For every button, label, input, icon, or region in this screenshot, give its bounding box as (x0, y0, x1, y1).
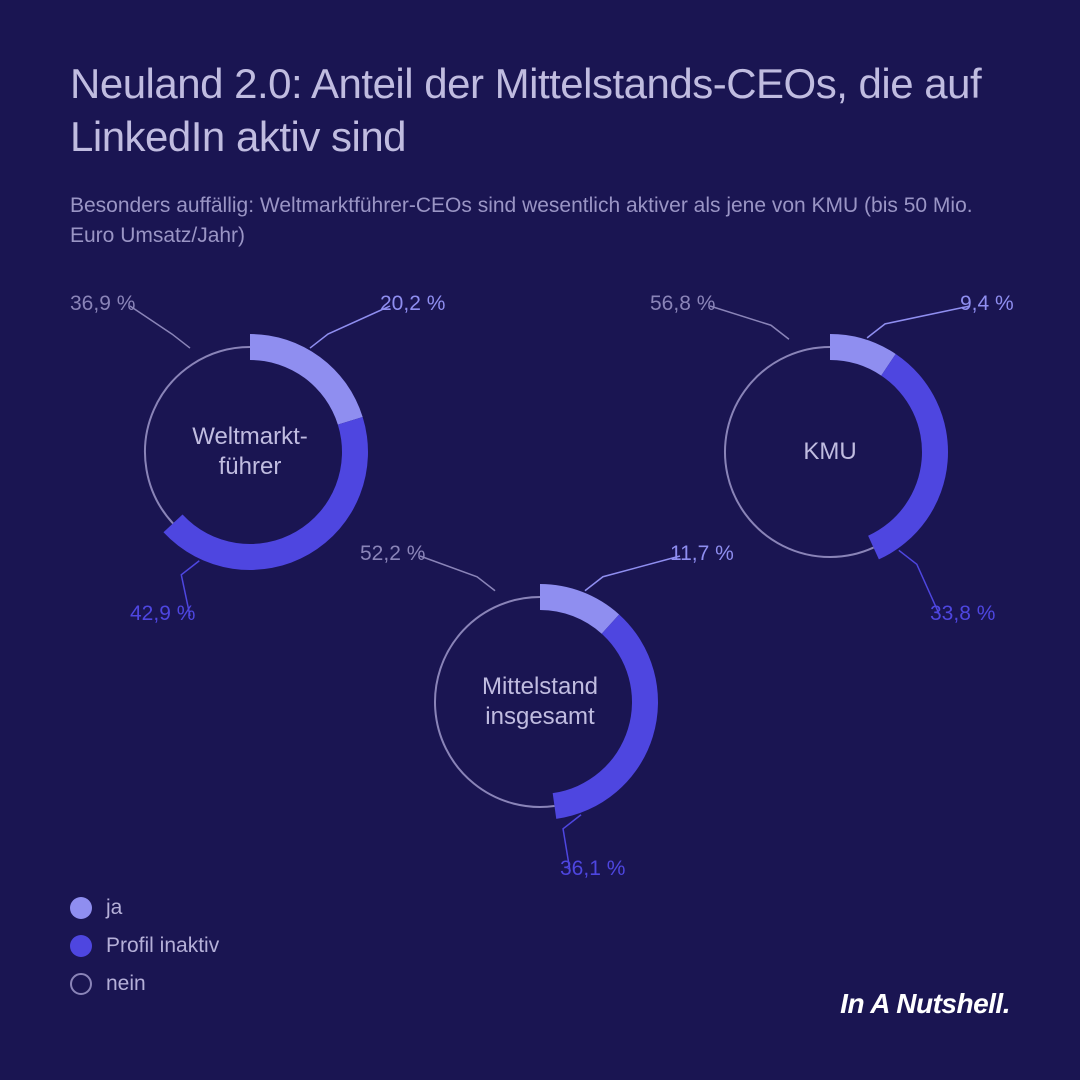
legend-swatch-nein (70, 973, 92, 995)
pct-label-nein: 56,8 % (650, 292, 715, 316)
legend: ja Profil inaktiv nein (70, 896, 219, 1010)
legend-item-nein: nein (70, 972, 219, 996)
pct-label-ja: 9,4 % (960, 292, 1014, 316)
pct-label-inaktiv: 42,9 % (130, 602, 195, 626)
legend-item-inaktiv: Profil inaktiv (70, 934, 219, 958)
legend-swatch-ja (70, 897, 92, 919)
pct-label-nein: 52,2 % (360, 542, 425, 566)
pct-label-ja: 11,7 % (670, 542, 734, 566)
pct-label-ja: 20,2 % (380, 292, 445, 316)
legend-swatch-inaktiv (70, 935, 92, 957)
donut-chart-mittelstand: Mittelstandinsgesamt11,7 %36,1 %52,2 % (410, 572, 670, 832)
brand-logo: In A Nutshell. (840, 988, 1010, 1020)
page-subtitle: Besonders auffällig: Weltmarktführer-CEO… (70, 191, 1010, 252)
charts-container: Weltmarkt-führer20,2 %42,9 %36,9 % KMU9,4… (0, 282, 1080, 922)
donut-chart-kmu: KMU9,4 %33,8 %56,8 % (700, 322, 960, 582)
leader-line-nein (710, 306, 789, 339)
legend-label-ja: ja (106, 896, 122, 920)
donut-chart-weltmarktfuehrer: Weltmarkt-führer20,2 %42,9 %36,9 % (120, 322, 380, 582)
page-title: Neuland 2.0: Anteil der Mittelstands-CEO… (70, 58, 1010, 163)
leader-line-nein (420, 556, 495, 591)
legend-label-nein: nein (106, 972, 146, 996)
legend-label-inaktiv: Profil inaktiv (106, 934, 219, 958)
legend-item-ja: ja (70, 896, 219, 920)
header: Neuland 2.0: Anteil der Mittelstands-CEO… (0, 0, 1080, 252)
pct-label-nein: 36,9 % (70, 292, 135, 316)
leader-line-nein (130, 306, 190, 348)
